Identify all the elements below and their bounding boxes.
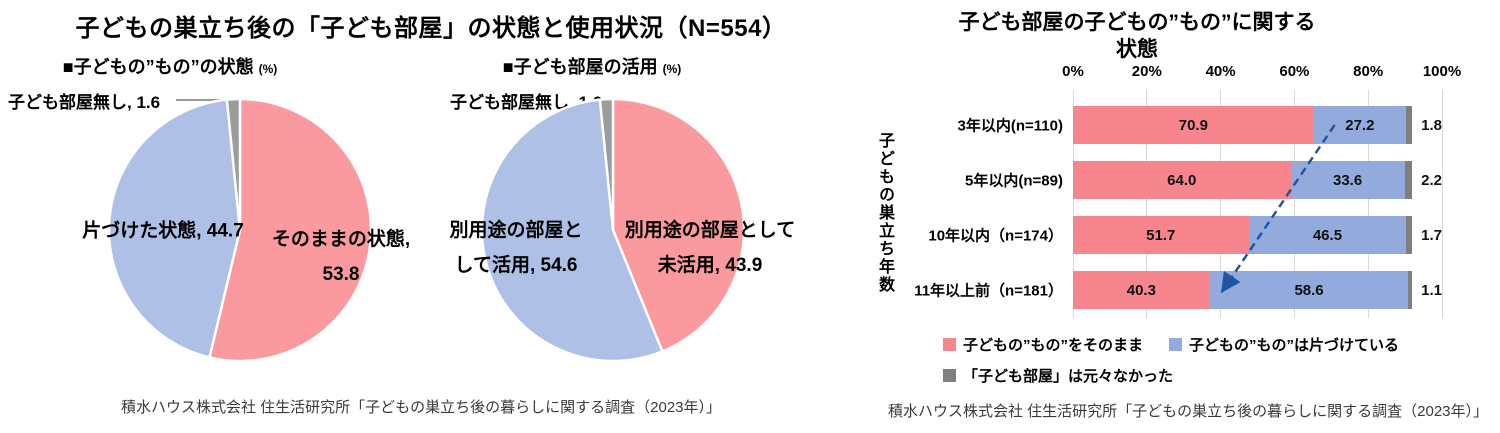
x-axis-ticks: 0% 20% 40% 60% 80% 100% <box>1062 63 1461 83</box>
bar-row-label: 11年以上前（n=181） <box>914 282 1063 300</box>
bar-segment: 64.0 <box>1073 161 1291 199</box>
bar-value-label: 27.2 <box>1345 116 1375 134</box>
pie-slice-1-1 <box>480 98 664 363</box>
gridline <box>1367 90 1369 318</box>
legend-row-2: 「子ども部屋」は元々なかった <box>943 365 1173 386</box>
x-axis-tick-label: 80% <box>1353 63 1384 80</box>
bar-row-labels: 3年以内(n=110) 5年以内(n=89) 10年以内（n=174） 11年以上前（… <box>820 90 1063 318</box>
legend-label-katazuke: 子どもの”もの”は片づけている <box>1189 337 1400 354</box>
bar-segment: 58.6 <box>1209 271 1409 309</box>
pie2-title-text: ■子ども部屋の活用 <box>502 57 658 77</box>
pie2-title: ■子ども部屋の活用 (%) <box>503 53 682 79</box>
bar-value-label: 58.6 <box>1294 281 1324 299</box>
bar-segment <box>1404 161 1413 199</box>
pie2-right-label-line2: 未活用, 43.9 <box>657 255 763 276</box>
bar-segment <box>1408 271 1413 309</box>
bar-value-label: 70.9 <box>1178 116 1208 134</box>
legend-swatch-gray <box>943 369 956 382</box>
left-panel-title: 子どもの巣立ち後の「子ども部屋」の状態と使用状況（N=554） <box>75 15 787 42</box>
pie1-right-label-line2: 53.8 <box>322 264 360 285</box>
bar-outside-value-label: 1.8 <box>1421 116 1442 134</box>
legend-swatch-blue <box>1169 338 1183 351</box>
legend-item-no-room: 「子ども部屋」は元々なかった <box>943 365 1173 386</box>
bar-outside-value-label: 1.7 <box>1421 226 1442 244</box>
legend-item-sonomama: 子どもの”もの”をそのまま <box>943 334 1143 355</box>
pie-slice-1-2 <box>598 97 615 232</box>
bar-segment <box>1406 106 1413 144</box>
bar-chart-title-line2: 状態 <box>1116 38 1158 61</box>
bar-value-label: 33.6 <box>1332 171 1363 189</box>
pie1-title-text: ■子どもの”もの”の状態 <box>62 57 254 77</box>
legend-label-no-room: 「子ども部屋」は元々なかった <box>963 368 1174 385</box>
bar-segment: 70.9 <box>1073 106 1314 144</box>
bar-segment <box>1406 216 1413 254</box>
pie2-left-slice-label: 別用途の部屋と して活用, 54.6 <box>449 213 582 283</box>
bar-outside-value-label: 1.1 <box>1421 281 1442 299</box>
x-axis-tick-label: 40% <box>1205 63 1236 80</box>
bar-segment: 46.5 <box>1248 216 1407 254</box>
pie-slice-0-0 <box>208 97 373 363</box>
bar-row-label: 5年以内(n=89) <box>965 172 1063 190</box>
pie2-right-label-line1: 別用途の部屋として <box>624 220 796 241</box>
legend-row-1: 子どもの”もの”をそのまま 子どもの”もの”は片づけている <box>943 334 1399 355</box>
bar-segment: 27.2 <box>1313 106 1407 144</box>
bar-segment: 51.7 <box>1073 216 1249 254</box>
right-source-caption: 積水ハウス株式会社 住生活研究所「子どもの巣立ち後の暮らしに関する調査（2023… <box>887 403 1489 420</box>
bar-row: 64.0 33.6 2.2 <box>1073 161 1442 199</box>
pie2-unit-label: (%) <box>662 62 682 76</box>
pie-slice-0-2 <box>225 97 242 232</box>
pie-slice-0-1 <box>107 98 242 359</box>
left-source-caption: 積水ハウス株式会社 住生活研究所「子どもの巣立ち後の暮らしに関する調査（2023… <box>120 399 722 416</box>
x-axis-tick-label: 0% <box>1062 63 1084 80</box>
gridline <box>1146 90 1148 318</box>
gridline <box>1220 90 1222 318</box>
pie2-left-label-line1: 別用途の部屋と <box>449 220 583 241</box>
bar-outside-value-label: 2.2 <box>1421 171 1442 189</box>
gridline <box>1441 90 1443 318</box>
x-axis-tick-label: 20% <box>1131 63 1162 80</box>
bar-row-label: 3年以内(n=110) <box>957 117 1063 135</box>
bar-value-label: 46.5 <box>1312 226 1343 244</box>
pie2-left-label-line2: して活用, 54.6 <box>454 255 578 276</box>
pie1-no-room-callout: 子ども部屋無し, 1.6 <box>8 93 161 112</box>
bar-segment: 40.3 <box>1073 271 1210 309</box>
pie1-left-slice-label: 片づけた状態, 44.7 <box>82 214 244 249</box>
bar-value-label: 51.7 <box>1146 226 1176 244</box>
x-axis-tick-label: 100% <box>1422 63 1462 80</box>
bar-row: 70.9 27.2 1.8 <box>1073 106 1442 144</box>
pie1-right-slice-label: そのままの状態, 53.8 <box>272 222 410 292</box>
pie1-right-label-line1: そのままの状態, <box>271 229 411 250</box>
x-axis-tick-label: 60% <box>1279 63 1310 80</box>
bar-chart-title-line1: 子ども部屋の子どもの”もの”に関する <box>958 11 1316 34</box>
legend-label-sonomama: 子どもの”もの”をそのまま <box>963 337 1144 354</box>
pie1-callout-leader-line <box>176 99 240 101</box>
pie-chart-room-usage <box>480 97 746 363</box>
bar-row-label: 10年以内（n=174） <box>928 227 1063 245</box>
bar-row: 40.3 58.6 1.1 <box>1073 271 1442 309</box>
pie1-unit-label: (%) <box>258 62 278 76</box>
pie2-right-slice-label: 別用途の部屋として 未活用, 43.9 <box>625 213 795 283</box>
gridline <box>1072 90 1074 318</box>
pie1-left-label-line1: 片づけた状態, 44.7 <box>82 220 244 242</box>
legend-swatch-pink <box>943 338 956 351</box>
pie-chart-things-state <box>107 97 373 363</box>
pie1-title: ■子どもの”もの”の状態 (%) <box>63 53 278 79</box>
y-axis-title: 子どもの巣立ち年数 <box>876 132 893 294</box>
stacked-bar-chart: 70.9 27.2 1.8 64.0 33.6 2.2 51.7 46.5 1.7 40.3 58.… <box>1072 90 1443 318</box>
bar-segment: 33.6 <box>1290 161 1405 199</box>
pie-slice-1-0 <box>611 97 746 353</box>
legend-item-katazuke: 子どもの”もの”は片づけている <box>1169 334 1399 355</box>
bar-row: 51.7 46.5 1.7 <box>1073 216 1442 254</box>
bar-value-label: 40.3 <box>1126 281 1156 299</box>
bar-value-label: 64.0 <box>1167 171 1197 189</box>
